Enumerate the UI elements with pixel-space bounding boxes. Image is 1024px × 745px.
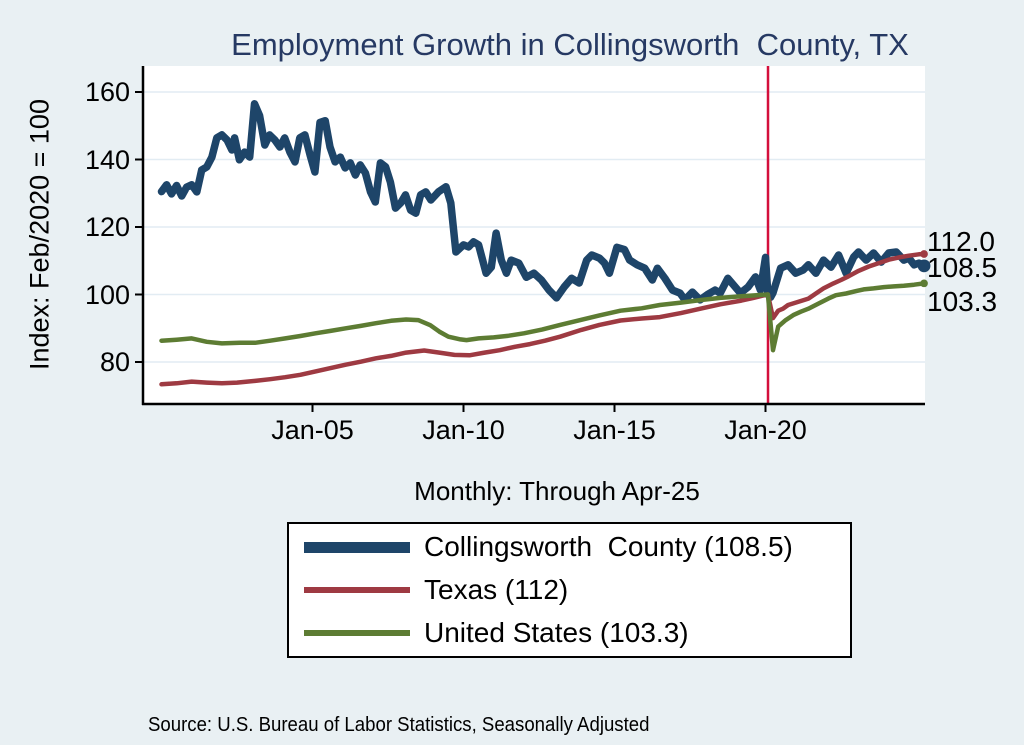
y-tick-label: 120 [84, 212, 130, 242]
series-line-united-states [159, 281, 927, 353]
x-tick-label: Jan-10 [422, 415, 505, 445]
source-line: Source: U.S. Bureau of Labor Statistics,… [148, 714, 650, 736]
y-tick-label: 160 [84, 77, 130, 107]
series-end-marker-texas [920, 250, 928, 258]
end-label-county: 108.5 [927, 252, 998, 283]
legend-row-us: United States (103.3) [289, 616, 850, 650]
series-line-collingsworth-county [157, 100, 928, 304]
x-axis-title: Monthly: Through Apr-25 [414, 476, 700, 506]
end-label-us: 103.3 [927, 286, 998, 317]
chart-title: Employment Growth in Collingsworth Count… [231, 27, 909, 62]
x-tick-label: Jan-15 [573, 415, 656, 445]
series-line-texas [159, 251, 927, 387]
source-note: Source: U.S. Bureau of Labor Statistics,… [148, 668, 821, 745]
y-tick-label: 140 [84, 144, 130, 175]
y-tick-label: 100 [84, 279, 130, 310]
x-tick-label: Jan-05 [271, 415, 354, 445]
series-end-marker-collingsworth-county [917, 259, 931, 273]
end-label-texas: 112.0 [927, 226, 995, 257]
legend-swatch-us [304, 629, 410, 637]
legend-row-county: Collingsworth County (108.5) [289, 530, 850, 564]
series-end-marker-united-states [920, 279, 928, 288]
y-tick-label: 80 [99, 347, 130, 377]
legend-swatch-texas [304, 586, 410, 594]
plot-area [143, 66, 925, 404]
x-tick-label: Jan-20 [724, 415, 807, 445]
legend-label-county: Collingsworth County (108.5) [424, 531, 793, 562]
legend-label-us: United States (103.3) [424, 617, 689, 648]
legend-label-texas: Texas (112) [424, 574, 569, 605]
legend-swatch-county [304, 541, 410, 553]
legend-row-texas: Texas (112) [289, 573, 850, 607]
legend: Collingsworth County (108.5) Texas (112)… [287, 522, 852, 658]
